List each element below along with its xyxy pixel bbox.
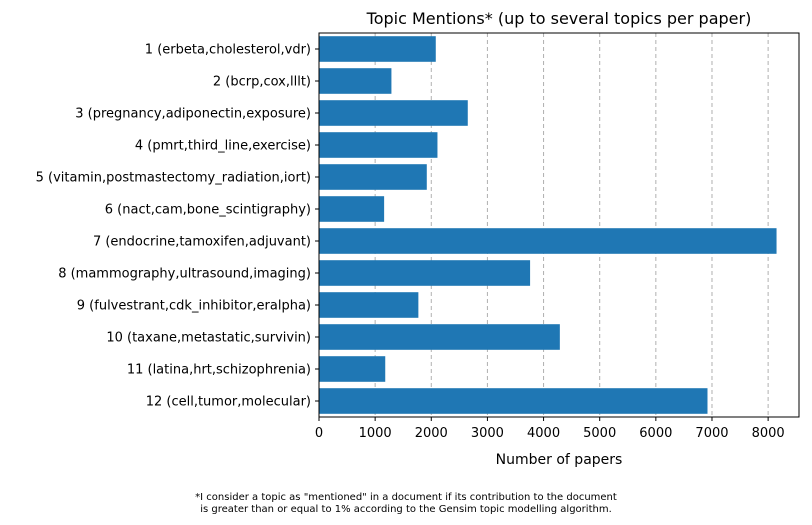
bars [319, 36, 777, 414]
x-tick-label: 4000 [527, 426, 560, 441]
bar [319, 388, 708, 414]
y-tick-label: 5 (vitamin,postmastectomy_radiation,iort… [36, 171, 311, 186]
bar [319, 292, 419, 318]
bar [319, 68, 392, 94]
y-tick-label: 2 (bcrp,cox,lllt) [213, 75, 311, 90]
x-tick-label: 2000 [415, 426, 448, 441]
bar [319, 324, 560, 350]
bar [319, 196, 385, 222]
plot-frame [318, 32, 800, 418]
bar [319, 356, 386, 382]
x-tick-label: 0 [315, 426, 323, 441]
y-tick-label: 9 (fulvestrant,cdk_inhibitor,eralpha) [77, 299, 311, 314]
grid-lines [374, 33, 769, 417]
footnote-line-2: is greater than or equal to 1% according… [200, 504, 612, 515]
y-tick-label: 10 (taxane,metastatic,survivin) [106, 331, 311, 346]
y-tick-label: 1 (erbeta,cholesterol,vdr) [145, 43, 311, 58]
x-tick-label: 6000 [639, 426, 672, 441]
y-tick-labels: 1 (erbeta,cholesterol,vdr) 2 (bcrp,cox,ll… [36, 43, 319, 410]
x-tick-label: 3000 [471, 426, 504, 441]
x-tick-label: 5000 [583, 426, 616, 441]
y-tick-label: 12 (cell,tumor,molecular) [146, 395, 311, 410]
bar [319, 100, 468, 126]
bar [319, 164, 427, 190]
x-tick-labels: 0 1000 2000 3000 4000 5000 6000 7000 8000 [315, 417, 785, 441]
bar [319, 228, 777, 254]
x-tick-label: 1000 [359, 426, 392, 441]
chart-title: Topic Mentions* (up to several topics pe… [366, 9, 752, 28]
y-tick-label: 8 (mammography,ultrasound,imaging) [58, 267, 311, 282]
x-tick-label: 8000 [752, 426, 785, 441]
y-tick-label: 6 (nact,cam,bone_scintigraphy) [105, 203, 311, 218]
y-tick-label: 11 (latina,hrt,schizophrenia) [127, 363, 311, 378]
bar [319, 36, 436, 62]
y-tick-label: 4 (pmrt,third_line,exercise) [135, 139, 311, 154]
footnote-line-1: *I consider a topic as "mentioned" in a … [195, 492, 617, 503]
bar [319, 260, 531, 286]
x-tick-label: 7000 [695, 426, 728, 441]
x-axis-label: Number of papers [496, 452, 623, 468]
bar [319, 132, 438, 158]
y-tick-label: 7 (endocrine,tamoxifen,adjuvant) [93, 235, 311, 250]
y-tick-label: 3 (pregnancy,adiponectin,exposure) [75, 107, 311, 122]
